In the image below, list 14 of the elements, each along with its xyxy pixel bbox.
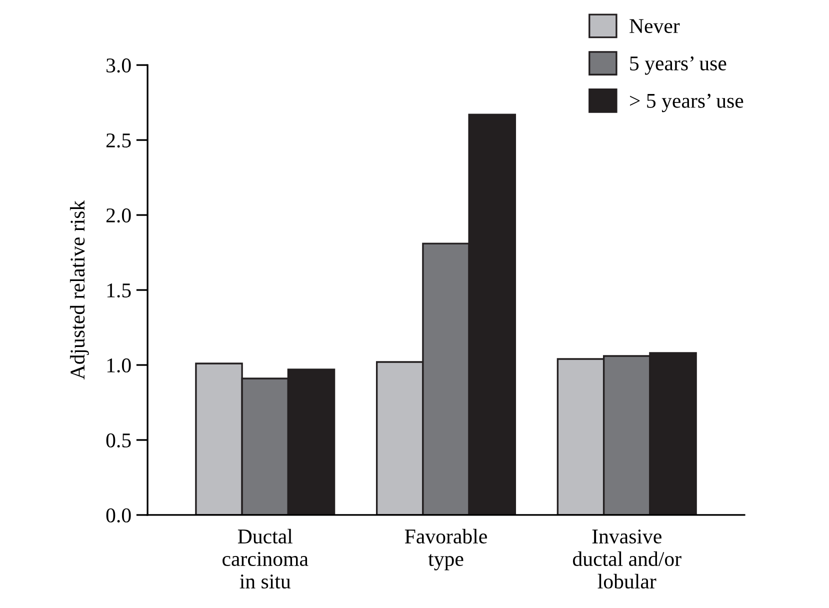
y-tick-label: 3.0 <box>106 58 131 73</box>
y-tick-label: 0.0 <box>106 508 131 522</box>
legend-label: > 5 years’ use <box>630 94 744 112</box>
legend-label: Never <box>630 19 680 34</box>
y-tick-label: 1.0 <box>107 358 131 373</box>
y-axis-title: Adjusted relative risk <box>70 200 89 380</box>
x-tick-label: Favorable type <box>404 528 487 570</box>
x-tick-label: Ductal carcinoma in situ <box>222 528 308 589</box>
x-tick-label: Invasive ductal and/or lobular <box>572 530 682 589</box>
y-tick-label: 2.5 <box>106 133 131 148</box>
y-tick-label: 2.0 <box>106 208 131 223</box>
y-tick-label: 0.5 <box>106 433 131 448</box>
y-tick-label: 1.5 <box>107 283 131 298</box>
legend-label: 5 years’ use <box>630 56 726 75</box>
